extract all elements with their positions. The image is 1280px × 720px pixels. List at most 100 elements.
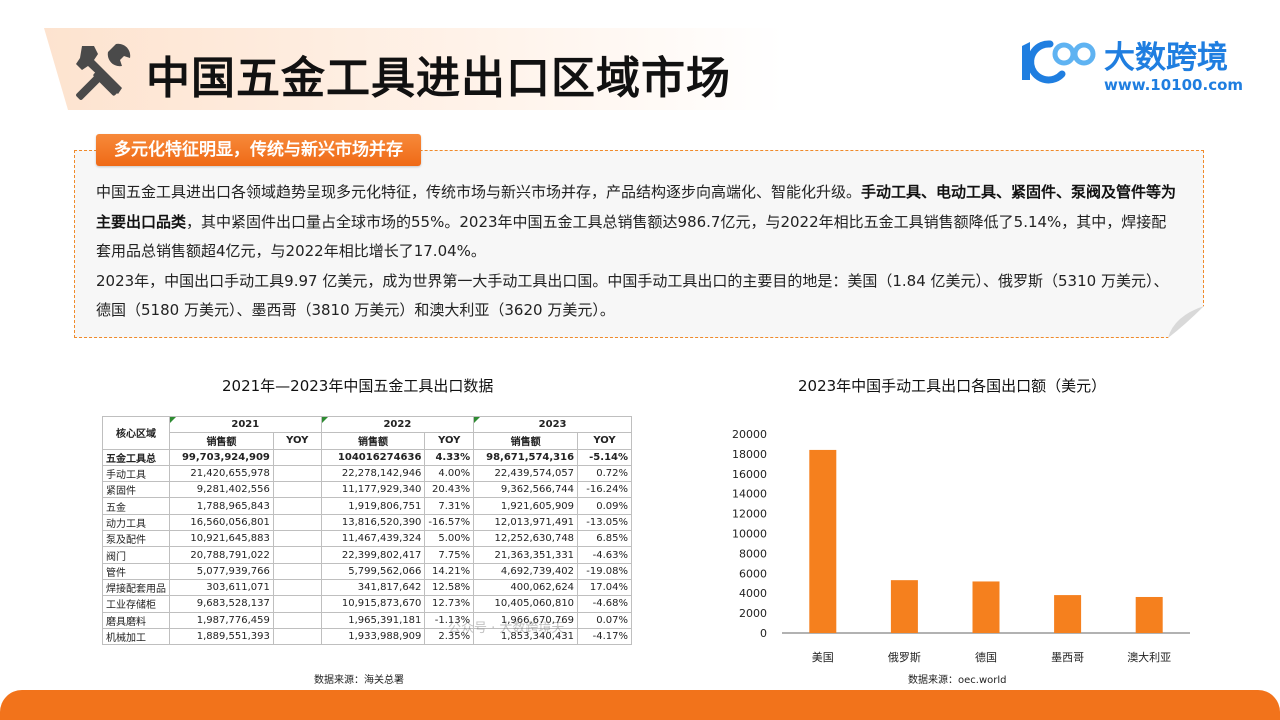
table-cell-y2021 [272,513,322,532]
page-fold-decoration [1168,306,1204,338]
table-row: 五金 1,788,965,843 1,919,806,751 7.31% 1,921,6… [102,497,632,515]
y-tick-label: 16000 [732,468,767,481]
table-cell-v2023: 9,362,566,744 [473,481,579,499]
table-cell-v2022: 22,278,142,946 [320,464,426,483]
intro-paragraph-2: 2023年，中国出口手动工具9.97 亿美元，成为世界第一大手动工具出口国。中国… [96,271,1169,320]
table-cell-name: 动力工具 [102,513,170,532]
table-cell-v2023: 12,013,971,491 [473,513,579,532]
table-cell-v2021: 10,921,645,883 [169,530,274,548]
x-tick-label: 墨西哥 [1051,651,1084,664]
table-cell-v2023: 98,671,574,316 [473,448,579,466]
sales-header: 销售额 [320,432,426,450]
table-cell-y2022: 4.33% [424,448,475,466]
sales-header: 销售额 [169,432,274,450]
table-cell-y2022: 5.00% [424,530,475,548]
table-cell-v2021: 1,889,551,393 [169,627,274,646]
yoy-header: YOY [424,432,475,450]
table-cell-v2022: 5,799,562,066 [320,562,426,580]
table-cell-v2022: 1,919,806,751 [320,497,426,515]
table-row: 紧固件 9,281,402,556 11,177,929,340 20.43% 9,36… [102,481,632,499]
intro-text: 中国五金工具进出口各领域趋势呈现多元化特征，传统市场与新兴市场并存，产品结构逐步… [96,178,1181,326]
table-cell-v2021: 16,560,056,801 [169,513,274,532]
table-cell-y2022: 14.21% [424,562,475,580]
table-cell-y2023: 0.07% [577,611,632,629]
y-tick-label: 8000 [739,547,767,560]
table-cell-v2021: 21,420,655,978 [169,464,274,483]
table-cell-y2021 [272,448,322,466]
table-row: 手动工具 21,420,655,978 22,278,142,946 4.00% 22,… [102,464,632,483]
table-cell-y2022: 12.73% [424,595,475,613]
table-cell-y2023: 17.04% [577,578,632,597]
tools-icon [76,43,131,100]
table-cell-y2021 [272,481,322,499]
y-tick-label: 2000 [739,607,767,620]
table-cell-name: 阀门 [102,546,170,564]
table-cell-y2022: -16.57% [424,513,475,532]
table-cell-v2022: 22,399,802,417 [320,546,426,564]
x-tick-label: 俄罗斯 [888,651,921,664]
table-source: 数据来源：海关总署 [314,675,404,686]
table-cell-v2022: 11,467,439,324 [320,530,426,548]
table-cell-y2023: -4.17% [577,627,632,646]
table-cell-v2022: 11,177,929,340 [320,481,426,499]
table-cell-y2023: 6.85% [577,530,632,548]
table-cell-y2023: -5.14% [577,448,632,466]
table-cell-y2021 [272,562,322,580]
table-cell-v2022: 10,915,873,670 [320,595,426,613]
table-title: 2021年—2023年中国五金工具出口数据 [222,377,494,395]
y-tick-label: 20000 [732,428,767,441]
logo-url: www.10100.com [1104,76,1244,94]
table-cell-y2023: -19.08% [577,562,632,580]
table-cell-name: 手动工具 [102,464,170,483]
watermark: 公众号 · 大数跨境天 [448,621,565,636]
sales-header: 销售额 [473,432,579,450]
table-cell-name: 管件 [102,562,170,580]
table-cell-v2022: 13,816,520,390 [320,513,426,532]
intro-p1-bold: 手动工具、电动工具、紧固件、泵阀及管件等为主要出口品类 [96,183,1177,231]
table-cell-v2021: 1,987,776,459 [169,611,274,629]
y-tick-label: 0 [760,627,767,640]
table-cell-v2021: 9,281,402,556 [169,481,274,499]
page-title: 中国五金工具进出口区域市场 [146,53,731,104]
year-header-2023: 2023 [473,415,632,434]
table-row: 五金工具总 99,703,924,909 104016274636 4.33% 98,6… [102,448,632,466]
yoy-header: YOY [272,432,322,450]
table-cell-y2021 [272,546,322,564]
table-row: 机械加工 1,889,551,393 1,933,988,909 2.35% 1,853… [102,627,632,646]
table-body: 五金工具总 99,703,924,909 104016274636 4.33% 98,6… [102,448,632,646]
y-tick-label: 6000 [739,567,767,580]
table-cell-v2021: 99,703,924,909 [169,448,274,466]
logo-10100-icon [1022,40,1096,84]
table-cell-v2023: 22,439,574,057 [473,464,579,483]
table-cell-name: 机械加工 [102,627,170,646]
table-cell-v2022: 1,933,988,909 [320,627,426,646]
bar [809,449,837,633]
table-cell-name: 紧固件 [102,481,170,499]
table-cell-y2023: -4.68% [577,595,632,613]
table-cell-y2022: 7.75% [424,546,475,564]
table-cell-y2022: 20.43% [424,481,475,499]
table-cell-v2023: 4,692,739,402 [473,562,579,580]
table-cell-y2021 [272,611,322,629]
table-row: 焊接配套用品 303,611,071 341,817,642 12.58% 400,06… [102,578,632,597]
bar-chart: 0 2000 4000 6000 8000 10000 12000 14000 16000 180… [732,428,1190,664]
bar [890,580,918,633]
year-header-2021: 2021 [169,415,322,434]
table-cell-name: 五金工具总 [102,448,170,466]
export-data-table: 核心区域 2021 2022 2023 销售额 YOY 销售额 YOY 销售额 … [102,415,632,646]
table-cell-v2021: 5,077,939,766 [169,562,274,580]
table-row: 动力工具 16,560,056,801 13,816,520,390 -16.57% 1… [102,513,632,532]
table-cell-y2023: -16.24% [577,481,632,499]
table-cell-v2023: 21,363,351,331 [473,546,579,564]
y-tick-label: 10000 [732,528,767,541]
y-tick-label: 12000 [732,508,767,521]
chart-source: 数据来源：oec.world [908,675,1007,686]
intro-p1-b: ，其中紧固件出口量占全球市场的55%。2023年中国五金工具总销售额达986.7… [96,212,1167,261]
x-tick-label: 德国 [975,650,997,664]
table-cell-y2023: -4.63% [577,546,632,564]
table-cell-v2021: 1,788,965,843 [169,497,274,515]
logo-name: 大数跨境 [1104,40,1228,76]
intro-box [74,150,1204,338]
y-tick-label: 14000 [732,488,767,501]
table-cell-y2021 [272,497,322,515]
